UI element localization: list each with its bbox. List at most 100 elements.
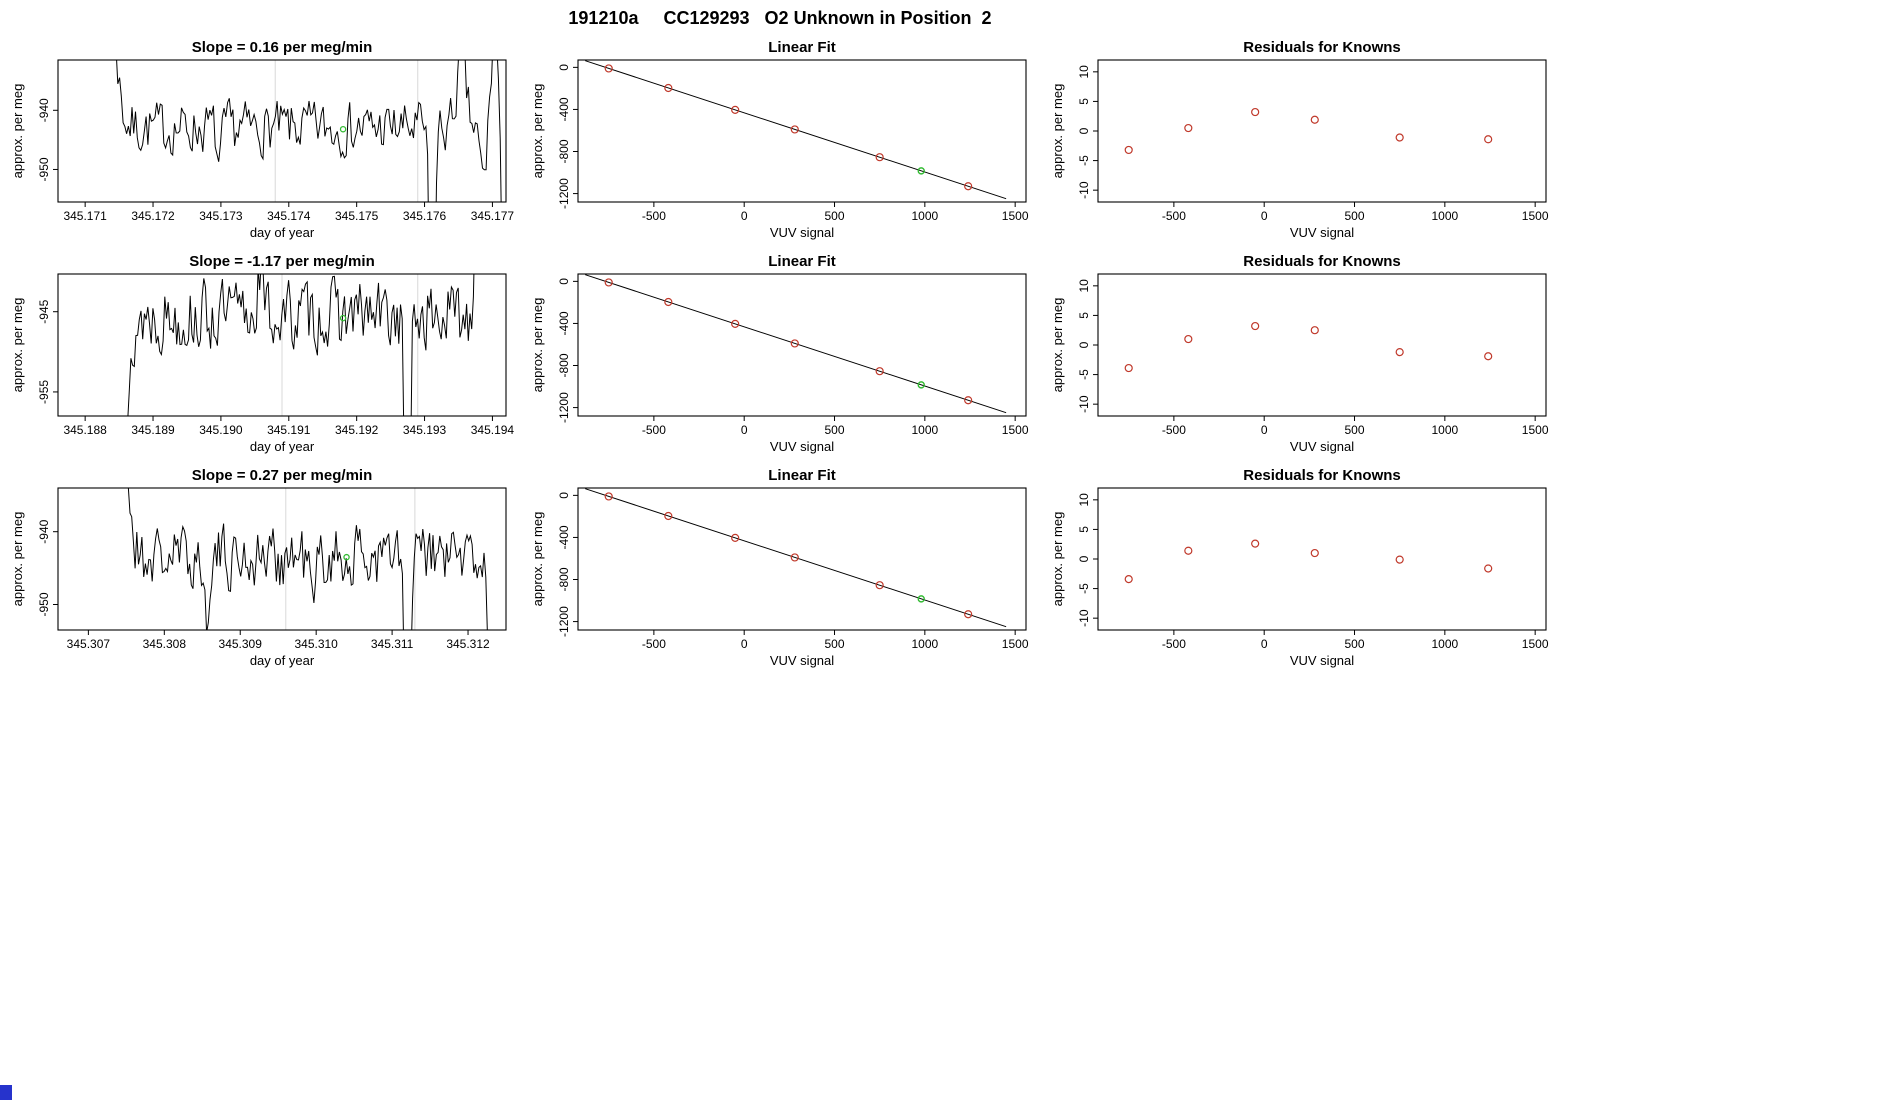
svg-text:approx. per meg: approx. per meg <box>1050 298 1065 393</box>
svg-text:1500: 1500 <box>1002 637 1029 651</box>
svg-text:approx. per meg: approx. per meg <box>530 84 545 179</box>
svg-text:1000: 1000 <box>1431 423 1458 437</box>
svg-text:-10: -10 <box>1077 395 1091 413</box>
svg-text:-1200: -1200 <box>557 606 571 637</box>
panel-row3-timeseries: 345.307 345.308 345.309 345.310 345.311 345.3… <box>10 467 507 668</box>
svg-text:approx. per meg: approx. per meg <box>10 84 25 179</box>
svg-text:0: 0 <box>1261 637 1268 651</box>
svg-text:day of year: day of year <box>250 225 315 240</box>
svg-text:345.307: 345.307 <box>67 637 111 651</box>
svg-text:1000: 1000 <box>911 209 938 223</box>
svg-text:345.309: 345.309 <box>219 637 263 651</box>
svg-text:Slope = -1.17 per meg/min: Slope = -1.17 per meg/min <box>189 253 374 270</box>
svg-text:10: 10 <box>1077 65 1091 79</box>
svg-text:Linear Fit: Linear Fit <box>768 467 836 484</box>
svg-text:0: 0 <box>741 423 748 437</box>
figure-title: 191210a CC129293 O2 Unknown in Position … <box>568 8 992 28</box>
panel-row3-residuals: -500 0 500 1000 1500 -10 -5 0 5 10 VUV signal appro… <box>1050 467 1549 668</box>
svg-text:Linear Fit: Linear Fit <box>768 39 836 56</box>
svg-text:approx. per meg: approx. per meg <box>530 298 545 393</box>
svg-text:500: 500 <box>825 209 845 223</box>
svg-text:approx. per meg: approx. per meg <box>530 512 545 607</box>
svg-text:-5: -5 <box>1077 369 1091 380</box>
svg-text:1500: 1500 <box>1002 209 1029 223</box>
svg-text:-1200: -1200 <box>557 392 571 423</box>
svg-text:0: 0 <box>741 209 748 223</box>
svg-text:Slope = 0.27 per meg/min: Slope = 0.27 per meg/min <box>192 467 372 484</box>
svg-text:1500: 1500 <box>1002 423 1029 437</box>
svg-text:VUV signal: VUV signal <box>1290 439 1354 454</box>
svg-text:VUV signal: VUV signal <box>1290 225 1354 240</box>
panel-row2-linear-fit: -500 0 500 1000 1500 0 -400 -800 -1200 VUV signal… <box>530 253 1029 454</box>
plots-grid: 345.171 345.172 345.173 345.174 345.175 345.1… <box>0 36 1560 678</box>
svg-text:345.176: 345.176 <box>403 209 447 223</box>
svg-text:345.191: 345.191 <box>267 423 311 437</box>
svg-text:345.190: 345.190 <box>199 423 243 437</box>
svg-text:345.192: 345.192 <box>335 423 379 437</box>
svg-text:-5: -5 <box>1077 583 1091 594</box>
svg-text:1000: 1000 <box>911 637 938 651</box>
svg-text:-400: -400 <box>557 97 571 121</box>
svg-text:500: 500 <box>1345 423 1365 437</box>
svg-text:500: 500 <box>1345 637 1365 651</box>
svg-text:5: 5 <box>1077 312 1091 319</box>
svg-text:345.312: 345.312 <box>446 637 490 651</box>
svg-text:Linear Fit: Linear Fit <box>768 253 836 270</box>
svg-text:-950: -950 <box>37 592 51 616</box>
svg-text:-500: -500 <box>1162 637 1186 651</box>
svg-text:-800: -800 <box>557 139 571 163</box>
svg-text:-1200: -1200 <box>557 178 571 209</box>
svg-text:345.177: 345.177 <box>471 209 515 223</box>
svg-text:-950: -950 <box>37 157 51 181</box>
svg-text:345.193: 345.193 <box>403 423 447 437</box>
svg-text:500: 500 <box>825 637 845 651</box>
svg-text:0: 0 <box>741 637 748 651</box>
svg-text:-500: -500 <box>642 637 666 651</box>
svg-text:-10: -10 <box>1077 609 1091 627</box>
svg-text:approx. per meg: approx. per meg <box>1050 512 1065 607</box>
svg-text:345.172: 345.172 <box>131 209 175 223</box>
svg-text:345.188: 345.188 <box>63 423 107 437</box>
svg-text:-940: -940 <box>37 519 51 543</box>
svg-text:5: 5 <box>1077 526 1091 533</box>
panel-row3-linear-fit: -500 0 500 1000 1500 0 -400 -800 -1200 VUV signal… <box>530 467 1029 668</box>
svg-text:-10: -10 <box>1077 181 1091 199</box>
svg-text:5: 5 <box>1077 98 1091 105</box>
svg-text:10: 10 <box>1077 493 1091 507</box>
svg-text:0: 0 <box>557 64 571 71</box>
svg-text:-5: -5 <box>1077 155 1091 166</box>
svg-text:0: 0 <box>557 492 571 499</box>
svg-text:-500: -500 <box>642 209 666 223</box>
svg-text:approx. per meg: approx. per meg <box>1050 84 1065 179</box>
svg-text:day of year: day of year <box>250 439 315 454</box>
svg-text:345.194: 345.194 <box>471 423 515 437</box>
svg-text:345.174: 345.174 <box>267 209 311 223</box>
svg-text:1000: 1000 <box>1431 209 1458 223</box>
svg-text:0: 0 <box>1077 341 1091 348</box>
panel-row1-linear-fit: -500 0 500 1000 1500 0 -400 -800 -1200 VUV signal… <box>530 39 1029 240</box>
svg-text:345.311: 345.311 <box>371 637 414 651</box>
svg-text:1000: 1000 <box>1431 637 1458 651</box>
figure-container: 191210a CC129293 O2 Unknown in Position … <box>0 8 1560 678</box>
svg-text:345.173: 345.173 <box>199 209 243 223</box>
svg-text:500: 500 <box>1345 209 1365 223</box>
svg-text:500: 500 <box>825 423 845 437</box>
svg-text:1000: 1000 <box>911 423 938 437</box>
svg-text:0: 0 <box>1077 555 1091 562</box>
svg-text:345.175: 345.175 <box>335 209 379 223</box>
panel-row2-timeseries: 345.188 345.189 345.190 345.191 345.192 345.1… <box>10 253 515 454</box>
panel-row1-timeseries: 345.171 345.172 345.173 345.174 345.175 345.1… <box>10 39 515 240</box>
svg-text:0: 0 <box>1261 423 1268 437</box>
svg-text:345.189: 345.189 <box>131 423 175 437</box>
svg-text:VUV signal: VUV signal <box>770 653 834 668</box>
svg-text:1500: 1500 <box>1522 209 1549 223</box>
svg-text:day of year: day of year <box>250 653 315 668</box>
svg-text:Residuals for Knowns: Residuals for Knowns <box>1243 467 1401 484</box>
svg-text:-500: -500 <box>1162 209 1186 223</box>
svg-text:345.310: 345.310 <box>294 637 338 651</box>
svg-text:VUV signal: VUV signal <box>1290 653 1354 668</box>
panel-row2-residuals: -500 0 500 1000 1500 -10 -5 0 5 10 VUV signal appro… <box>1050 253 1549 454</box>
svg-text:Residuals for Knowns: Residuals for Knowns <box>1243 253 1401 270</box>
svg-text:1500: 1500 <box>1522 637 1549 651</box>
svg-text:-955: -955 <box>37 380 51 404</box>
